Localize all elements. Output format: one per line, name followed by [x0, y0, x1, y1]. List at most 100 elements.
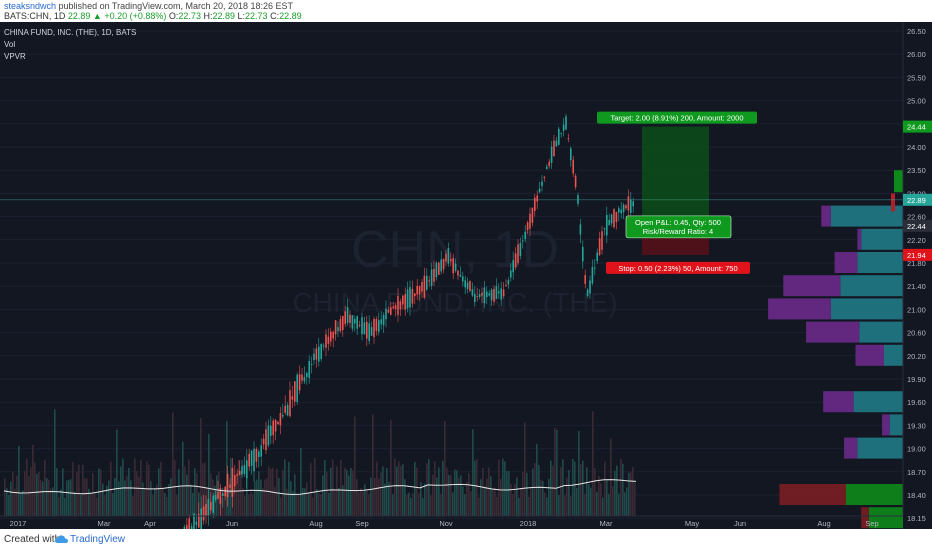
last-price-label-bg [903, 193, 932, 206]
volume-bar [502, 458, 504, 516]
time-tick-label: Mar [600, 519, 613, 528]
stop-price-label-bg [903, 248, 932, 261]
volume-bar [522, 471, 524, 516]
candle-body [327, 336, 330, 344]
volume-bar [150, 481, 152, 516]
candle-body [260, 445, 262, 457]
volume-bar [108, 480, 110, 516]
pnl-text: Open P&L: 0.45, Qty: 500 [635, 218, 721, 227]
up-arrow-icon: ▲ [92, 11, 102, 21]
candle-body [349, 314, 351, 323]
volume-bar [200, 417, 202, 516]
volume-bar [270, 468, 272, 516]
candle-body [397, 295, 399, 315]
volume-bar [262, 487, 264, 516]
volume-bar [450, 475, 452, 516]
volume-bar [372, 414, 374, 516]
volume-bar [486, 478, 488, 516]
candle-body [387, 309, 390, 313]
candle-body [570, 148, 572, 161]
volume-bar [106, 485, 108, 516]
low-label: L: [237, 11, 246, 21]
candle-body [402, 295, 404, 305]
volume-bar [444, 420, 446, 516]
candle-body [399, 301, 402, 310]
volume-bar [120, 466, 122, 516]
volume-bar [114, 478, 116, 516]
candle-body [510, 270, 512, 278]
watermark-name: CHINA FUND, INC. (THE) [292, 287, 617, 318]
volume-bar [168, 484, 170, 516]
volume-bar [82, 464, 84, 516]
volume-bar [606, 479, 608, 516]
candle-body [567, 138, 570, 140]
volume-bar [360, 488, 362, 516]
volume-bar [78, 464, 80, 516]
volume-bar [96, 497, 98, 516]
volume-bar [234, 485, 236, 516]
volume-bar [614, 470, 616, 516]
volume-bar [238, 460, 240, 516]
candle-body [282, 414, 284, 417]
volume-bar [60, 489, 62, 516]
volume-bar [412, 493, 414, 516]
candle-body [322, 345, 325, 347]
candle-body [433, 268, 435, 282]
volume-bar [452, 492, 454, 516]
candle-body [222, 493, 224, 497]
candle-body [490, 289, 493, 301]
chart-svg[interactable]: CHN, 1D CHINA FUND, INC. (THE) Target: 2… [0, 22, 932, 550]
volume-bar [342, 485, 344, 516]
volume-bar [100, 469, 102, 516]
legend-vol[interactable]: Vol [4, 40, 16, 49]
volume-bar [562, 459, 564, 516]
volume-bar [418, 493, 420, 516]
volume-bar [242, 488, 244, 516]
volume-bar [448, 474, 450, 516]
volume-bar [84, 478, 86, 516]
volume-bar [426, 463, 428, 516]
volume-bar [482, 467, 484, 516]
volume-bar [30, 467, 32, 516]
volume-bar [338, 488, 340, 516]
candle-body [541, 181, 543, 187]
volume-bar [316, 488, 318, 516]
symbol-label: BATS:CHN, 1D [4, 11, 66, 21]
time-tick-label: Aug [817, 519, 830, 528]
volume-bar [570, 496, 572, 516]
volume-bar [304, 488, 306, 516]
volume-bar [266, 478, 268, 516]
chart-area[interactable]: CHN, 1D CHINA FUND, INC. (THE) Target: 2… [0, 22, 932, 550]
volume-bar [6, 488, 8, 516]
volume-bar [314, 458, 316, 516]
volume-bar [454, 469, 456, 516]
time-tick-label: Jun [226, 519, 238, 528]
time-tick-label: Mar [98, 519, 111, 528]
author-link[interactable]: steaksndwch [4, 1, 57, 11]
tradingview-link[interactable]: TradingView [70, 534, 126, 545]
stop-badge-bg [606, 261, 750, 274]
volume-bar [258, 471, 260, 516]
candle-body [517, 244, 519, 264]
volume-bar [12, 471, 14, 516]
candle-body [529, 213, 531, 229]
vpvr-down-bar [779, 484, 846, 505]
volume-bar [428, 459, 430, 516]
legend-vpvr[interactable]: VPVR [4, 52, 26, 61]
candle-body [366, 321, 368, 339]
position-tool[interactable]: Target: 2.00 (8.91%) 200, Amount: 2000 Op… [0, 111, 903, 274]
candle-body [493, 288, 495, 302]
volume-bar [602, 497, 604, 516]
candle-body [502, 289, 505, 297]
volume-bar [162, 489, 164, 516]
candle-body [234, 475, 236, 487]
target-badge: Target: 2.00 (8.91%) 200, Amount: 2000 [610, 114, 743, 123]
vpvr-down-bar [821, 205, 831, 227]
candle-body [248, 453, 250, 467]
candle-body [265, 429, 267, 451]
legend-title[interactable]: CHINA FUND, INC. (THE), 1D, BATS [4, 28, 137, 37]
volume-bar [394, 458, 396, 516]
volume-bar [166, 496, 168, 516]
vpvr-top-bar-red [891, 193, 895, 212]
entry-price-label: 22.44 [907, 222, 926, 231]
